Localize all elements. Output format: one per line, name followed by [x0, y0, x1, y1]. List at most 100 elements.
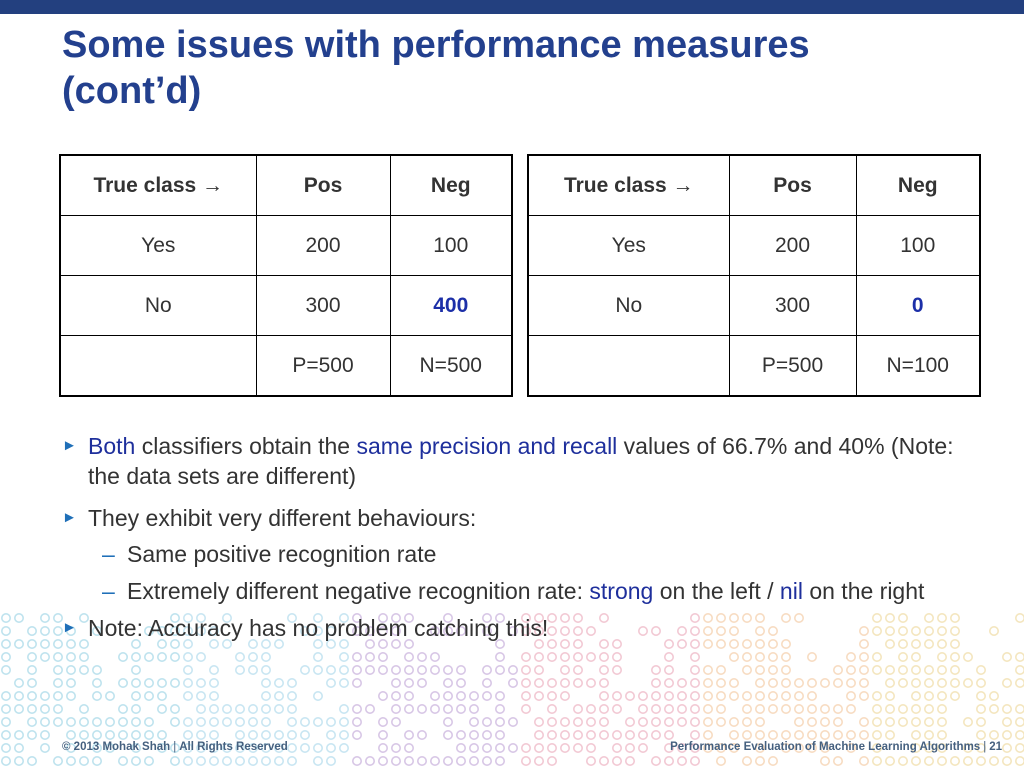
footer-course-page: Performance Evaluation of Machine Learni… — [670, 741, 1002, 753]
decorative-dot — [962, 743, 973, 754]
decorative-dot — [1015, 652, 1024, 662]
decorative-dot — [611, 704, 622, 715]
decorative-dot — [1001, 704, 1012, 715]
decorative-dot — [52, 664, 63, 675]
decorative-dot — [1015, 704, 1024, 714]
decorative-dot — [52, 638, 63, 649]
decorative-dot — [897, 638, 908, 649]
decorative-dot — [975, 743, 986, 754]
decorative-dot — [962, 678, 973, 689]
decorative-dot — [494, 664, 505, 675]
bullet-item: ► They exhibit very different behaviours: — [62, 505, 477, 531]
decorative-dot — [377, 625, 388, 636]
decorative-dot — [819, 678, 830, 689]
decorative-dot — [936, 730, 947, 741]
decorative-dot — [624, 691, 635, 702]
decorative-dot — [754, 691, 765, 702]
decorative-dot — [26, 664, 37, 675]
decorative-dot — [936, 704, 947, 715]
header-neg: Neg — [855, 154, 981, 216]
decorative-dot — [455, 743, 466, 754]
decorative-dot — [832, 756, 843, 767]
decorative-dot — [923, 704, 934, 715]
decorative-dot — [793, 717, 804, 728]
decorative-dot — [442, 717, 453, 728]
decorative-dot — [338, 638, 349, 649]
decorative-dot — [754, 638, 765, 649]
decorative-dot — [494, 743, 505, 754]
decorative-dot — [351, 625, 362, 636]
decorative-dot — [26, 756, 37, 767]
decorative-dot — [871, 717, 882, 728]
decorative-dot — [52, 678, 63, 689]
decorative-dot — [1, 717, 11, 728]
decorative-dot — [364, 664, 375, 675]
decorative-dot — [663, 756, 674, 767]
decorative-dot — [897, 651, 908, 662]
decorative-dot — [884, 691, 895, 702]
decorative-dot — [871, 691, 882, 702]
decorative-dot — [819, 743, 830, 754]
decorative-dot — [520, 678, 531, 689]
decorative-dot — [338, 678, 349, 689]
decorative-dot — [715, 638, 726, 649]
decorative-dot — [923, 664, 934, 675]
decorative-dot — [1001, 730, 1012, 741]
decorative-dot — [780, 651, 791, 662]
decorative-dot — [235, 730, 246, 741]
decorative-dot — [494, 704, 505, 715]
decorative-dot — [845, 664, 856, 675]
decorative-dot — [650, 678, 661, 689]
decorative-dot — [884, 613, 895, 623]
decorative-dot — [624, 743, 635, 754]
decorative-dot — [338, 730, 349, 741]
decorative-dot — [962, 717, 973, 728]
decorative-dot — [754, 651, 765, 662]
decorative-dot — [390, 756, 401, 767]
decorative-dot — [637, 691, 648, 702]
decorative-dot — [780, 613, 791, 623]
decorative-dot — [299, 625, 310, 636]
decorative-dot — [1015, 743, 1024, 753]
decorative-dot — [157, 743, 168, 754]
decorative-dot — [494, 756, 505, 767]
decorative-dot — [715, 756, 726, 767]
decorative-dot — [689, 678, 700, 689]
decorative-dot-pattern — [1, 613, 1024, 767]
decorative-dot — [442, 613, 453, 623]
decorative-dot — [248, 638, 259, 649]
decorative-dot — [572, 717, 583, 728]
decorative-dot — [780, 730, 791, 741]
decorative-dot — [157, 678, 168, 689]
decorative-dot — [481, 691, 492, 702]
decorative-dot — [196, 691, 207, 702]
decorative-dot — [131, 756, 142, 767]
decorative-dot — [923, 743, 934, 754]
decorative-dot — [897, 717, 908, 728]
decorative-dot — [390, 704, 401, 715]
decorative-dot — [520, 743, 531, 754]
decorative-dot — [702, 613, 713, 623]
decorative-dot — [533, 638, 544, 649]
decorative-dot — [144, 756, 155, 767]
decorative-dot — [533, 743, 544, 754]
decorative-dot — [975, 678, 986, 689]
decorative-dot — [650, 730, 661, 741]
decorative-dot — [975, 730, 986, 741]
decorative-dot — [806, 691, 817, 702]
decorative-dot — [196, 743, 207, 754]
decorative-dot — [585, 625, 596, 636]
decorative-dot — [351, 613, 362, 623]
decorative-dot — [196, 704, 207, 715]
decorative-dot — [196, 678, 207, 689]
decorative-dot — [650, 664, 661, 675]
decorative-dot — [546, 691, 557, 702]
bullet-triangle-icon: ► — [62, 619, 77, 636]
decorative-dot — [1, 743, 11, 754]
decorative-dot — [248, 717, 259, 728]
decorative-dot — [1015, 678, 1024, 688]
decorative-dot — [533, 756, 544, 767]
decorative-dot — [131, 717, 142, 728]
decorative-dot — [1, 638, 11, 649]
cell-pos: 300 — [728, 275, 857, 336]
